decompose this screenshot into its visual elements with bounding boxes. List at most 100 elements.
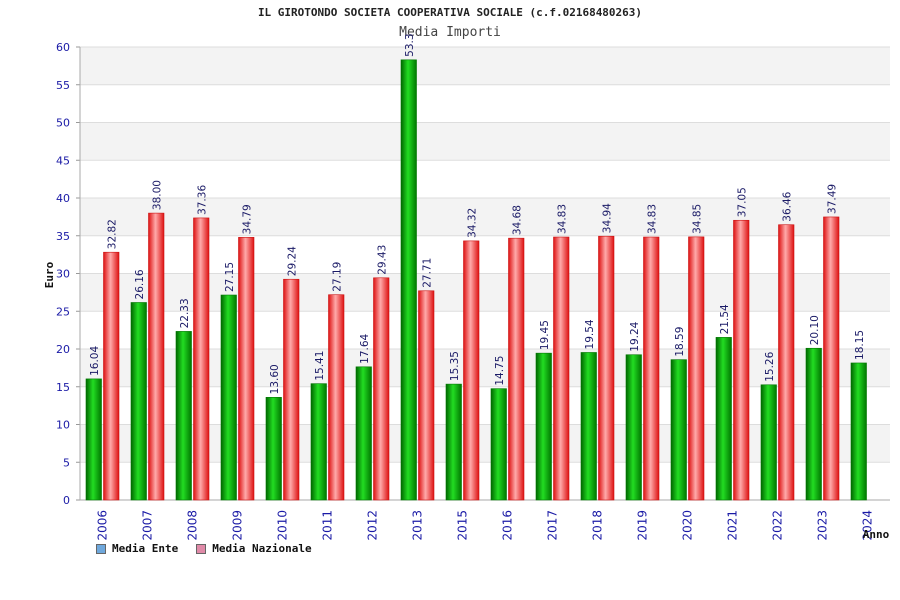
- chart-subtitle: Media Importi: [399, 25, 501, 40]
- bar-media-nazionale: [778, 224, 795, 501]
- bar-media-ente: [175, 331, 192, 501]
- data-label-media-ente: 15.26: [764, 351, 776, 381]
- legend-swatch-media-nazionale: [196, 543, 207, 554]
- x-axis-label: Anno: [863, 528, 890, 541]
- bar-media-nazionale: [283, 278, 300, 501]
- bar-media-ente: [535, 352, 552, 501]
- x-tick-label: 2011: [321, 510, 335, 541]
- x-tick-label: 2010: [276, 510, 290, 541]
- data-label-media-nazionale: 29.43: [376, 245, 388, 275]
- bar-media-nazionale: [463, 240, 480, 501]
- bar-media-ente: [625, 354, 642, 501]
- data-label-media-ente: 21.54: [719, 304, 731, 334]
- bar-media-nazionale: [598, 235, 615, 501]
- data-label-media-nazionale: 36.46: [781, 191, 793, 221]
- grid-band: [80, 198, 890, 236]
- grid-band: [80, 235, 890, 274]
- data-label-media-ente: 15.41: [314, 351, 326, 381]
- y-tick-label: 0: [63, 494, 70, 507]
- x-tick-label: 2016: [501, 510, 515, 541]
- bar-media-ente: [220, 294, 237, 501]
- x-tick-label: 2023: [816, 510, 830, 541]
- data-label-media-ente: 19.54: [584, 319, 596, 349]
- y-tick-label: 50: [56, 117, 70, 130]
- data-label-media-ente: 14.75: [494, 356, 506, 386]
- data-label-media-nazionale: 32.82: [106, 219, 118, 249]
- legend-item-media-ente: Media Ente: [96, 542, 178, 555]
- bar-media-ente: [85, 378, 102, 501]
- bar-media-nazionale: [553, 236, 570, 501]
- bar-media-ente: [310, 383, 327, 501]
- data-label-media-nazionale: 27.19: [331, 262, 343, 292]
- x-tick-label: 2012: [366, 510, 380, 541]
- data-label-media-nazionale: 37.49: [826, 184, 838, 214]
- bar-media-nazionale: [238, 237, 255, 501]
- data-label-media-nazionale: 37.05: [736, 187, 748, 217]
- x-tick-label: 2006: [96, 510, 110, 541]
- x-tick-label: 2021: [726, 510, 740, 541]
- data-label-media-ente: 27.15: [224, 262, 236, 292]
- data-label-media-ente: 22.33: [179, 298, 191, 328]
- x-tick-label: 2020: [681, 510, 695, 541]
- legend-label-media-nazionale: Media Nazionale: [212, 542, 312, 555]
- y-tick-label: 20: [56, 343, 70, 356]
- bar-media-ente: [580, 352, 597, 501]
- x-tick-label: 2015: [456, 510, 470, 541]
- data-label-media-nazionale: 34.83: [646, 204, 658, 234]
- bar-media-ente: [445, 383, 462, 501]
- bar-media-nazionale: [688, 236, 705, 501]
- y-tick-label: 60: [56, 41, 70, 54]
- legend: Media Ente Media Nazionale: [96, 542, 312, 555]
- data-label-media-nazionale: 34.79: [241, 204, 253, 234]
- bar-media-ente: [670, 359, 687, 501]
- y-tick-label: 45: [56, 154, 70, 167]
- y-tick-label: 30: [56, 268, 70, 281]
- y-tick-label: 35: [56, 230, 70, 243]
- data-label-media-nazionale: 27.71: [421, 258, 433, 288]
- bar-media-nazionale: [643, 236, 660, 501]
- data-label-media-ente: 17.64: [359, 333, 371, 363]
- data-label-media-ente: 20.10: [809, 315, 821, 345]
- x-tick-label: 2013: [411, 510, 425, 541]
- grid-band: [80, 386, 890, 425]
- data-label-media-ente: 16.04: [89, 346, 101, 376]
- x-tick-label: 2024: [861, 510, 875, 541]
- x-tick-label: 2007: [141, 510, 155, 541]
- y-tick-label: 15: [56, 381, 70, 394]
- bar-media-ente: [355, 366, 372, 501]
- grid-band: [80, 47, 890, 85]
- bar-media-nazionale: [508, 237, 525, 501]
- bar-media-nazionale: [733, 219, 750, 501]
- y-tick-label: 55: [56, 79, 70, 92]
- data-label-media-nazionale: 37.36: [196, 185, 208, 215]
- grid-band: [80, 311, 890, 349]
- bar-media-ente: [715, 337, 732, 501]
- data-label-media-ente: 18.59: [674, 327, 686, 357]
- bar-media-ente: [805, 347, 822, 501]
- bar-media-nazionale: [103, 251, 120, 501]
- grid-band: [80, 462, 890, 500]
- x-tick-label: 2017: [546, 510, 560, 541]
- legend-item-media-nazionale: Media Nazionale: [196, 542, 312, 555]
- bar-media-nazionale: [418, 290, 435, 501]
- bar-media-ente: [490, 388, 507, 501]
- bar-media-ente: [265, 397, 282, 501]
- legend-label-media-ente: Media Ente: [112, 542, 179, 555]
- y-tick-label: 40: [56, 192, 70, 205]
- data-label-media-ente: 26.16: [134, 269, 146, 299]
- bar-media-nazionale: [193, 217, 210, 501]
- bar-media-ente: [850, 362, 867, 501]
- y-tick-label: 5: [63, 456, 70, 469]
- bar-media-nazionale: [148, 212, 165, 501]
- data-label-media-nazionale: 34.83: [556, 204, 568, 234]
- x-tick-label: 2008: [186, 510, 200, 541]
- y-axis-label: Euro: [43, 261, 56, 288]
- x-tick-label: 2009: [231, 510, 245, 541]
- bar-media-nazionale: [373, 277, 390, 501]
- data-label-media-ente: 18.15: [854, 330, 866, 360]
- grid-band: [80, 349, 890, 387]
- grid-band: [80, 160, 890, 198]
- data-label-media-nazionale: 34.32: [466, 208, 478, 238]
- bar-media-ente: [130, 302, 147, 501]
